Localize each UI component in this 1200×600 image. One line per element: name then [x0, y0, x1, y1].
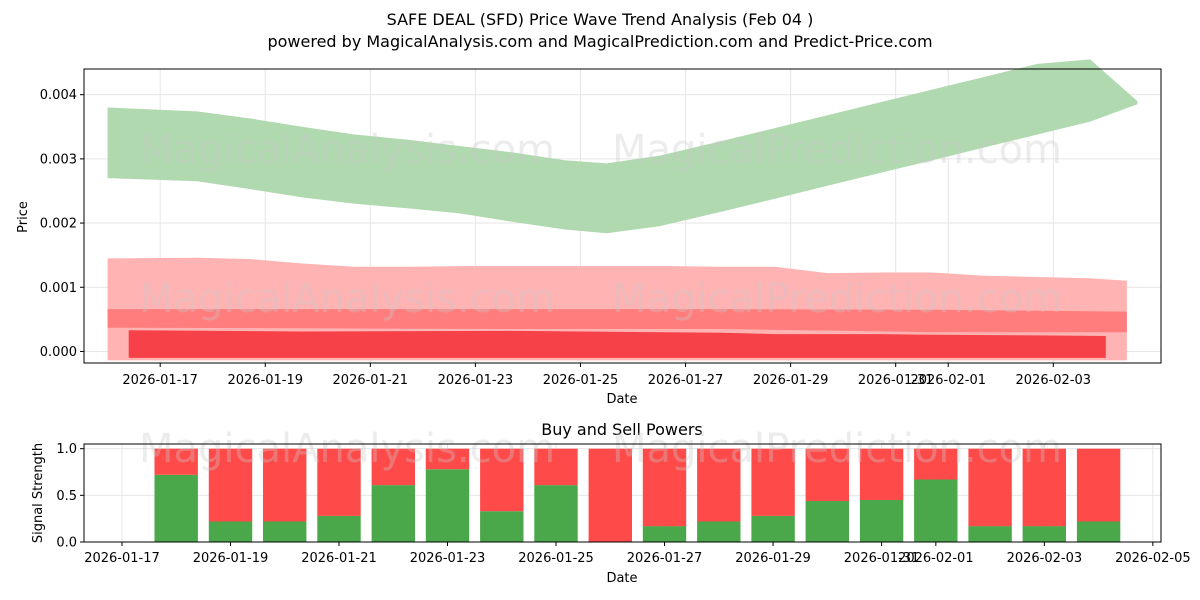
- sell-bar: [425, 448, 470, 470]
- buy-bar: [371, 485, 415, 542]
- powers-x-tick-label: 2026-01-29: [735, 551, 811, 566]
- buy-bar: [425, 469, 470, 542]
- price-x-tick-label: 2026-01-25: [543, 373, 619, 388]
- sell-bar: [805, 448, 849, 501]
- buy-bar: [317, 515, 361, 542]
- price-x-tick-label: 2026-01-17: [122, 373, 198, 388]
- price-bands: [107, 59, 1138, 361]
- powers-x-tick-label: 2026-02-05: [1115, 551, 1191, 566]
- sell-bar: [859, 448, 904, 500]
- watermark-powers-analysis: MagicalAnalysis.com: [139, 426, 555, 472]
- powers-y-tick-label: 0.5: [56, 489, 77, 504]
- price-y-tick-label: 0.002: [40, 217, 77, 232]
- price-x-tick-label: 2026-01-29: [753, 373, 829, 388]
- sell-bar: [154, 448, 198, 475]
- powers-x-tick-label: 2026-01-19: [193, 551, 269, 566]
- price-y-tick-label: 0.003: [40, 152, 77, 167]
- powers-panel: Buy and Sell Powers MagicalAnalysis.com …: [31, 420, 1191, 586]
- powers-x-tick-label: 2026-02-01: [898, 551, 974, 566]
- powers-y-tick-label: 0.0: [56, 536, 77, 551]
- watermark-prediction-upper: MagicalPrediction.com: [612, 127, 1062, 173]
- powers-x-tick-label: 2026-01-31: [844, 551, 920, 566]
- buy-bar: [751, 515, 795, 542]
- price-watermarks: MagicalAnalysis.com MagicalPrediction.co…: [139, 127, 1062, 322]
- sell-bar: [914, 448, 958, 480]
- buy-bar: [208, 521, 253, 542]
- sell-bar: [534, 448, 578, 486]
- powers-title: Buy and Sell Powers: [541, 420, 703, 439]
- price-panel: MagicalAnalysis.com MagicalPrediction.co…: [16, 59, 1162, 407]
- price-x-tick-label: 2026-01-23: [438, 373, 514, 388]
- powers-x-ticks: 2026-01-17 2026-01-19 2026-01-21 2026-01-23…: [84, 542, 1191, 566]
- buy-bar: [1022, 526, 1066, 542]
- buy-bar: [480, 511, 524, 542]
- price-y-tick-label: 0.004: [40, 88, 77, 103]
- powers-x-tick-label: 2026-01-21: [301, 551, 377, 566]
- red-wave-dark-band: [128, 330, 1106, 358]
- price-x-ticks: 2026-01-17 2026-01-19 2026-01-21 2026-01-23…: [122, 363, 1091, 388]
- powers-x-tick-label: 2026-01-17: [84, 551, 160, 566]
- sell-bar: [588, 448, 632, 542]
- buy-bar: [805, 500, 849, 542]
- watermark-analysis-upper: MagicalAnalysis.com: [139, 127, 555, 173]
- powers-x-tick-label: 2026-01-27: [627, 551, 703, 566]
- price-x-axis-title: Date: [606, 392, 637, 407]
- powers-plot-frame: [83, 443, 1162, 543]
- price-x-tick-label: 2026-01-21: [333, 373, 409, 388]
- buy-bar: [154, 474, 198, 542]
- buy-bar: [642, 526, 687, 542]
- sell-bar: [263, 448, 307, 522]
- watermark-prediction-lower: MagicalPrediction.com: [612, 276, 1062, 322]
- price-plot-frame: [83, 68, 1162, 364]
- buy-bar: [968, 526, 1012, 542]
- sell-bar: [1022, 448, 1066, 527]
- watermark-powers-prediction: MagicalPrediction.com: [612, 426, 1062, 472]
- powers-bars: [154, 448, 1121, 542]
- green-wave-band: [107, 59, 1138, 234]
- price-x-tick-label: 2026-01-31: [858, 373, 934, 388]
- powers-x-tick-label: 2026-01-25: [518, 551, 594, 566]
- price-x-tick-label: 2026-01-19: [227, 373, 303, 388]
- figure-title-line1: SAFE DEAL (SFD) Price Wave Trend Analysi…: [387, 10, 814, 29]
- buy-bar: [914, 479, 958, 542]
- buy-bar: [1076, 521, 1121, 542]
- price-x-tick-label: 2026-02-01: [910, 373, 986, 388]
- sell-bar: [751, 448, 795, 516]
- sell-bar: [317, 448, 361, 516]
- price-y-axis-title: Price: [16, 201, 31, 233]
- sell-bar: [480, 448, 524, 512]
- powers-y-axis-title: Signal Strength: [31, 443, 46, 543]
- price-x-tick-label: 2026-02-03: [1016, 373, 1092, 388]
- price-y-ticks: 0.000 0.001 0.002 0.003 0.004: [40, 88, 84, 360]
- buy-bar: [697, 521, 741, 542]
- red-wave-mid-band: [107, 309, 1127, 333]
- sell-bar: [642, 448, 687, 527]
- sell-bar: [968, 448, 1012, 527]
- price-y-tick-label: 0.001: [40, 281, 77, 296]
- powers-x-tick-label: 2026-01-23: [410, 551, 486, 566]
- watermark-analysis-lower: MagicalAnalysis.com: [139, 276, 555, 322]
- buy-bar: [859, 500, 904, 542]
- sell-bar: [1076, 448, 1121, 522]
- buy-bar: [534, 485, 578, 542]
- sell-bar: [208, 448, 253, 522]
- buy-bar: [263, 521, 307, 542]
- sell-bar: [371, 448, 415, 486]
- powers-y-ticks: 0.0 0.5 1.0: [56, 442, 84, 551]
- figure-title-line2: powered by MagicalAnalysis.com and Magic…: [267, 32, 932, 51]
- powers-x-tick-label: 2026-02-03: [1007, 551, 1083, 566]
- powers-y-tick-label: 1.0: [56, 442, 77, 457]
- price-y-tick-label: 0.000: [40, 345, 77, 360]
- powers-x-axis-title: Date: [606, 571, 637, 586]
- sell-bar: [697, 448, 741, 522]
- price-x-tick-label: 2026-01-27: [648, 373, 724, 388]
